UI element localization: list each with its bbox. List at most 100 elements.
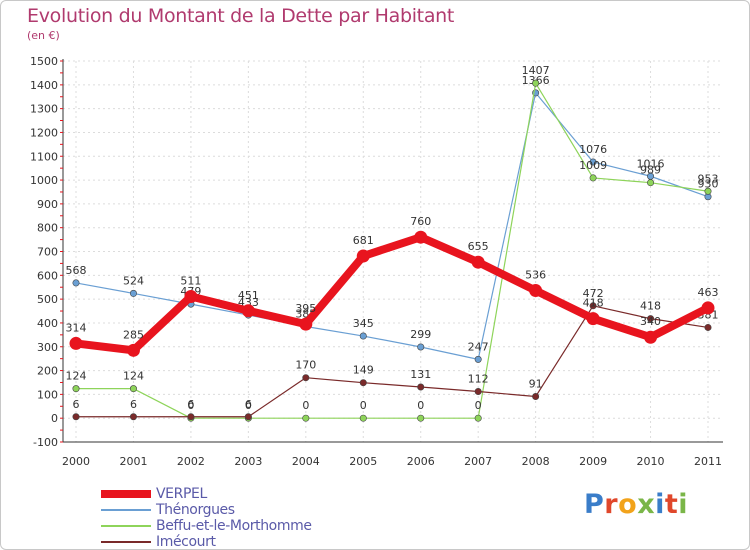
x-tick-label: 2009 [579,455,607,468]
data-point-beffu-et-le-morthomme [474,414,482,422]
x-tick-label: 2010 [637,455,665,468]
data-point-imecourt [532,393,540,401]
legend-label: Imécourt [156,534,216,550]
data-point-imecourt [474,388,482,396]
y-tick-label: 1200 [30,126,58,139]
data-point-beffu-et-le-morthomme [417,414,425,422]
data-label-thenorgues: 524 [123,274,144,287]
data-point-verpel [356,249,370,263]
data-label-thenorgues: 299 [410,328,431,341]
data-point-imecourt [359,379,367,387]
data-label-verpel: 285 [123,328,144,341]
data-label-verpel: 418 [583,297,604,310]
y-tick-label: 700 [37,246,58,259]
chart-unit: (en €) [27,29,60,42]
data-label-thenorgues: 345 [353,317,374,330]
data-label-verpel: 655 [468,240,489,253]
data-label-beffu-et-le-morthomme: 124 [123,370,144,383]
x-tick-label: 2004 [292,455,320,468]
data-label-imecourt: 472 [583,287,604,300]
data-point-beffu-et-le-morthomme [302,414,310,422]
data-label-imecourt: 6 [187,398,194,411]
x-tick-label: 2006 [407,455,435,468]
data-label-beffu-et-le-morthomme: 1407 [522,64,550,77]
data-point-thenorgues [72,279,80,287]
data-point-beffu-et-le-morthomme [72,385,80,393]
x-tick-label: 2000 [62,455,90,468]
y-tick-label: 1300 [30,103,58,116]
data-point-thenorgues [474,355,482,363]
data-point-imecourt [72,413,80,421]
legend-item: Thénorgues [101,502,361,518]
legend-swatch [101,490,151,498]
data-label-verpel: 340 [640,315,661,328]
legend-item: Imécourt [101,534,361,550]
data-point-verpel [586,312,600,326]
y-tick-label: 900 [37,198,58,211]
legend-item: VERPEL [101,486,361,502]
y-tick-label: 1500 [30,55,58,68]
y-tick-label: 0 [51,412,58,425]
x-tick-label: 2002 [177,455,205,468]
data-point-verpel [529,284,543,298]
data-point-beffu-et-le-morthomme [532,79,540,87]
data-label-thenorgues: 1076 [579,143,607,156]
data-label-thenorgues: 568 [66,264,87,277]
data-label-beffu-et-le-morthomme: 1009 [579,159,607,172]
chart-legend: VERPEL Thénorgues Beffu-et-le-Morthomme Imé… [101,486,361,550]
y-tick-label: 800 [37,222,58,235]
data-label-beffu-et-le-morthomme: 0 [302,399,309,412]
data-label-beffu-et-le-morthomme: 953 [698,172,719,185]
data-label-imecourt: 112 [468,373,489,386]
data-point-imecourt [589,302,597,310]
data-label-imecourt: 170 [295,359,316,372]
legend-item: Beffu-et-le-Morthomme [101,518,361,534]
data-label-beffu-et-le-morthomme: 0 [245,399,252,412]
y-tick-label: 100 [37,388,58,401]
data-label-beffu-et-le-morthomme: 0 [187,399,194,412]
data-label-beffu-et-le-morthomme: 0 [360,399,367,412]
series-line-imecourt [76,305,709,418]
data-point-beffu-et-le-morthomme [647,179,655,187]
data-label-imecourt: 149 [353,364,374,377]
data-label-beffu-et-le-morthomme: 989 [640,164,661,177]
data-label-imecourt: 6 [130,398,137,411]
data-point-imecourt [417,383,425,391]
data-point-verpel [701,301,715,315]
data-label-verpel: 314 [66,321,87,334]
x-tick-label: 2003 [234,455,262,468]
data-point-verpel [184,290,198,304]
data-label-verpel: 463 [698,286,719,299]
x-tick-label: 2005 [349,455,377,468]
data-label-imecourt: 91 [529,378,543,391]
y-tick-label: -100 [33,436,58,449]
data-point-imecourt [129,413,137,421]
chart-title: Evolution du Montant de la Dette par Hab… [27,5,455,27]
data-label-thenorgues: 247 [468,340,489,353]
data-point-thenorgues [589,158,597,166]
y-tick-label: 1400 [30,79,58,92]
data-label-verpel: 395 [295,302,316,315]
data-point-thenorgues [417,343,425,351]
data-point-verpel [126,343,140,357]
data-point-imecourt [187,413,195,421]
legend-swatch [101,525,151,527]
y-tick-label: 400 [37,317,58,330]
data-point-imecourt [704,323,712,331]
data-point-verpel [414,230,428,244]
data-point-beffu-et-le-morthomme [129,385,137,393]
data-point-beffu-et-le-morthomme [704,187,712,195]
data-label-verpel: 451 [238,289,259,302]
legend-swatch [101,541,151,543]
legend-swatch [101,509,151,511]
data-label-verpel: 681 [353,234,374,247]
data-label-verpel: 511 [180,275,201,288]
data-point-thenorgues [359,332,367,340]
data-label-thenorgues: 930 [698,178,719,191]
proxiti-logo: Proxiti [584,489,689,520]
data-point-beffu-et-le-morthomme [589,174,597,182]
y-tick-label: 200 [37,365,58,378]
data-point-imecourt [302,374,310,382]
data-label-imecourt: 131 [410,368,431,381]
